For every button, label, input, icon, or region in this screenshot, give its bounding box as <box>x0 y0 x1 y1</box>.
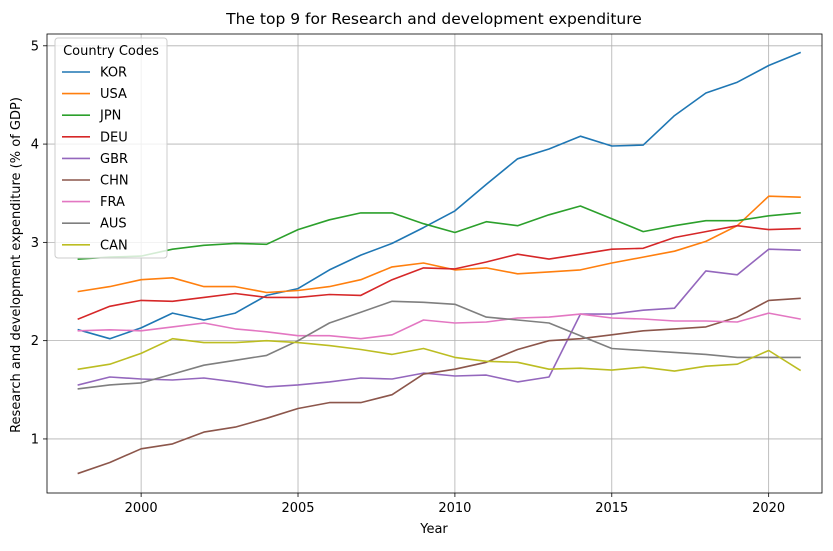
y-tick-label: 4 <box>31 138 39 153</box>
legend-label-chn: CHN <box>100 174 129 189</box>
x-tick-label: 2000 <box>125 501 158 516</box>
legend-items: KOR USA JPN DEU GBR CHN FRA AUS CAN <box>62 66 129 253</box>
legend-label-fra: FRA <box>100 195 125 210</box>
legend: Country Codes KOR USA JPN DEU GBR CHN FRA AUS CA… <box>54 37 168 259</box>
x-tick-label: 2015 <box>595 501 628 516</box>
series-line-kor <box>77 51 802 340</box>
legend-label-usa: USA <box>100 87 127 102</box>
legend-label-aus: AUS <box>100 217 127 232</box>
series-line-jpn <box>77 205 801 260</box>
grid <box>47 34 822 493</box>
series-line-gbr <box>77 248 801 388</box>
y-tick-label: 5 <box>31 39 39 54</box>
series-line-usa <box>77 195 801 294</box>
y-axis-label: Research and development expenditure (% … <box>9 97 24 433</box>
legend-label-gbr: GBR <box>100 152 128 167</box>
y-tick-label: 1 <box>31 432 39 447</box>
y-tick-label: 2 <box>31 334 39 349</box>
legend-label-jpn: JPN <box>99 109 121 124</box>
series-line-deu <box>77 224 801 321</box>
axis-ticks: 2000 2005 2010 2015 2020 1 2 3 4 5 <box>31 39 785 516</box>
x-tick-label: 2010 <box>438 501 471 516</box>
plot-area-frame <box>46 33 823 494</box>
legend-title: Country Codes <box>63 44 159 59</box>
x-axis-label: Year <box>419 522 448 537</box>
y-tick-label: 3 <box>31 236 39 251</box>
x-tick-label: 2020 <box>752 501 785 516</box>
series-line-chn <box>77 297 801 475</box>
legend-label-deu: DEU <box>100 130 128 145</box>
series-line-aus <box>77 300 801 390</box>
series-line-can <box>77 337 802 372</box>
series-lines <box>77 51 802 475</box>
x-tick-label: 2005 <box>281 501 314 516</box>
legend-label-kor: KOR <box>100 66 127 81</box>
legend-label-can: CAN <box>100 238 128 253</box>
series-line-fra <box>77 312 801 340</box>
chart-title: The top 9 for Research and development e… <box>225 10 642 28</box>
